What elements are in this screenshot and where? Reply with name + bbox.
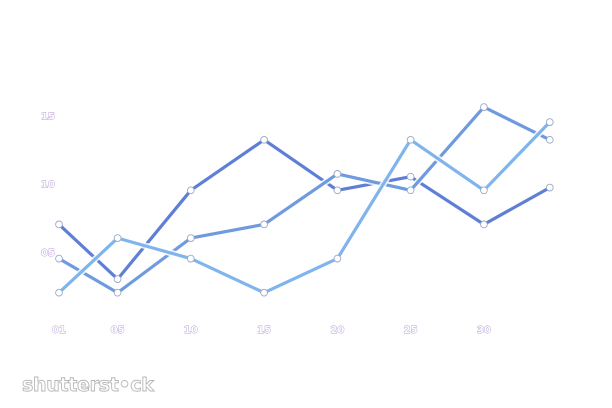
tick-labels: 01 05 10 15 20 25 30 05 10 15 [41,111,492,337]
data-point [113,288,122,297]
data-points [55,103,554,297]
data-point [480,103,488,111]
data-point [333,254,342,263]
x-tick-label: 30 [477,325,491,336]
data-point [186,234,195,242]
watermark-logo: shutterst•ck [22,374,155,397]
series-line-3 [57,120,552,295]
data-point [113,275,122,283]
data-point [55,254,63,263]
data-point [480,220,488,229]
x-tick-label: 01 [52,325,66,336]
x-tick-label: 05 [111,325,125,336]
series-line-1 [57,138,552,281]
data-point [55,220,63,229]
data-point [406,186,415,195]
data-point [260,220,268,229]
series-halo [55,118,554,296]
data-point [260,135,268,144]
data-point [480,186,488,195]
data-point [406,172,415,181]
x-tick-label: 25 [404,325,418,336]
data-point [186,254,195,263]
data-point [333,170,342,178]
data-point [545,183,554,192]
y-tick-label: 05 [41,248,55,259]
series-lines [55,103,554,296]
series-line-2 [57,105,552,295]
series-halo [55,136,554,283]
data-point [545,135,554,144]
y-tick-label: 15 [41,111,55,122]
data-point [55,288,63,297]
x-tick-label: 20 [330,325,344,336]
data-point [406,135,415,144]
data-point [186,186,195,195]
y-tick-label: 10 [41,180,55,191]
data-point [260,288,268,297]
x-tick-label: 15 [257,325,271,336]
data-point [333,186,342,195]
x-tick-label: 10 [184,325,198,336]
data-point [545,118,554,126]
data-point [113,234,122,242]
